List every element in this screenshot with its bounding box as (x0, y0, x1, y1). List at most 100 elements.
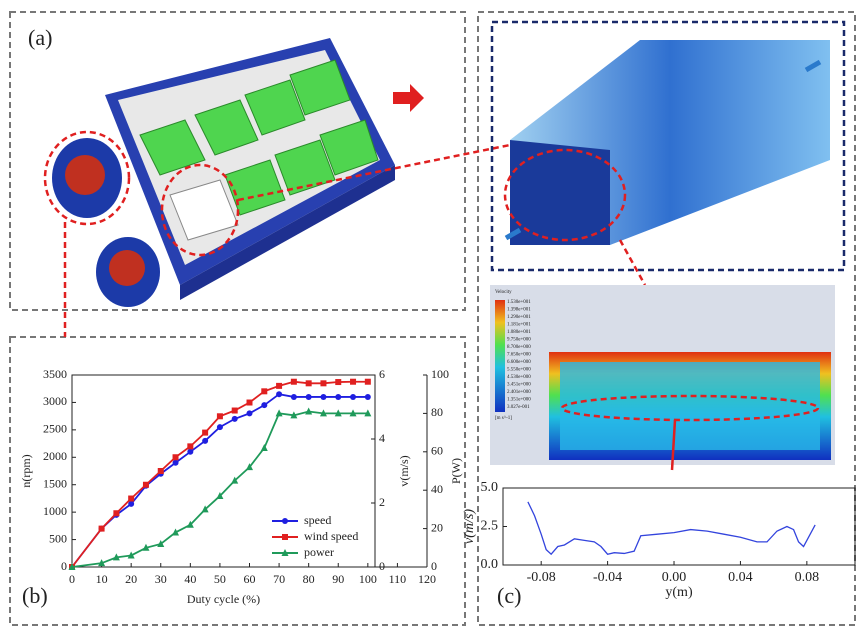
right-tick-label: 60 (431, 444, 443, 458)
y-tick-label: 2.5 (481, 519, 499, 534)
x-tick-label: 90 (332, 572, 344, 586)
right-tick-label: 100 (431, 367, 449, 381)
right-tick-label: 4 (379, 431, 385, 445)
contour-legend-label: 3.451e+000 (507, 383, 531, 388)
contour-legend-unit: [m s^-1] (495, 416, 512, 421)
cfd-illustration (490, 20, 846, 471)
contour-legend-label: 2.401e+000 (507, 390, 531, 395)
legend-label: speed (304, 513, 331, 527)
marker (216, 413, 223, 420)
right-tick-label: 2 (379, 495, 385, 509)
marker (246, 410, 253, 417)
x-tick-label: 20 (125, 572, 137, 586)
marker (142, 481, 149, 488)
marker (276, 391, 283, 398)
x-axis-label: y(m) (665, 585, 693, 600)
marker (290, 378, 297, 385)
panel-a-frame (9, 11, 466, 311)
y-tick-label: 5.0 (481, 480, 499, 495)
marker (127, 551, 135, 559)
marker (157, 468, 164, 474)
legend-label: wind speed (304, 529, 358, 543)
marker (172, 528, 180, 536)
x-tick-label: 0 (69, 572, 75, 586)
marker (305, 393, 312, 400)
x-tick-label: -0.08 (527, 570, 556, 585)
marker (216, 491, 224, 499)
marker (334, 409, 342, 417)
plot-frame (502, 487, 856, 566)
x-tick-label: 0.08 (795, 570, 820, 585)
y-tick-label: 500 (49, 531, 67, 545)
marker (201, 505, 209, 513)
marker (350, 378, 357, 385)
marker (350, 393, 357, 400)
marker (276, 382, 283, 389)
marker (282, 534, 288, 540)
marker (128, 500, 135, 507)
marker (98, 525, 105, 532)
x-tick-label: 0.00 (662, 570, 687, 585)
marker (216, 424, 223, 431)
panel-b-frame (9, 336, 466, 626)
x-tick-label: 70 (273, 572, 285, 586)
contour-legend-label: 5.550e+000 (507, 368, 531, 373)
series-line (71, 410, 368, 568)
marker (282, 518, 288, 524)
marker (172, 454, 179, 461)
marker (68, 563, 76, 570)
y-axis-label: n(rpm) (19, 454, 33, 487)
contour-legend-label: 9.750e+000 (507, 338, 531, 343)
contour-legend-label: 1.530e+001 (507, 300, 531, 305)
marker (364, 378, 371, 385)
marker (157, 539, 165, 547)
y-tick-label: 0 (61, 559, 67, 573)
x-tick-label: 60 (244, 572, 256, 586)
y-axis-label: v(m/s) (462, 509, 477, 544)
x-tick-label: 110 (389, 572, 407, 586)
x-tick-label: 30 (155, 572, 167, 586)
y-tick-label: 2000 (43, 449, 67, 463)
marker (349, 409, 357, 417)
right-axis-label: v(m/s) (397, 455, 411, 486)
marker (246, 399, 253, 406)
contour-legend-label: 1.080e+001 (507, 330, 531, 335)
marker (305, 380, 312, 387)
marker (202, 437, 209, 444)
x-tick-label: -0.04 (593, 570, 622, 585)
y-tick-label: 0.0 (481, 557, 499, 572)
right-tick-label: 0 (379, 559, 385, 573)
contour-legend-label: 6.600e+000 (507, 360, 531, 365)
right-tick-label: 20 (431, 520, 443, 534)
x-tick-label: 40 (184, 572, 196, 586)
contour-legend-label: 1.181e+001 (507, 323, 531, 328)
marker (231, 415, 238, 422)
contour-legend-label: 3.027e-001 (507, 405, 530, 410)
marker (128, 495, 135, 502)
marker (113, 510, 120, 517)
legend-label: power (304, 545, 334, 559)
marker (261, 402, 268, 409)
marker (246, 463, 253, 471)
marker (202, 429, 209, 436)
y-tick-label: 1500 (43, 476, 67, 490)
marker (142, 543, 150, 551)
marker (112, 553, 120, 561)
marker (335, 379, 342, 386)
x-tick-label: 0.04 (728, 570, 753, 585)
y-tick-label: 1000 (43, 504, 67, 518)
marker (187, 443, 194, 450)
right-tick-label: 80 (431, 405, 443, 419)
right-tick-label: 40 (431, 482, 443, 496)
panel-label: (c) (497, 583, 521, 608)
contour-legend-label: 1.398e+001 (507, 308, 531, 313)
marker (290, 393, 297, 400)
panel-c-frame (477, 11, 856, 626)
marker (319, 409, 327, 417)
right-tick-label: 6 (379, 367, 385, 381)
marker (305, 407, 313, 415)
contour-legend-label: 1.351e+000 (507, 398, 531, 403)
marker (260, 443, 268, 451)
contour-legend-label: 1.290e+001 (507, 315, 531, 320)
